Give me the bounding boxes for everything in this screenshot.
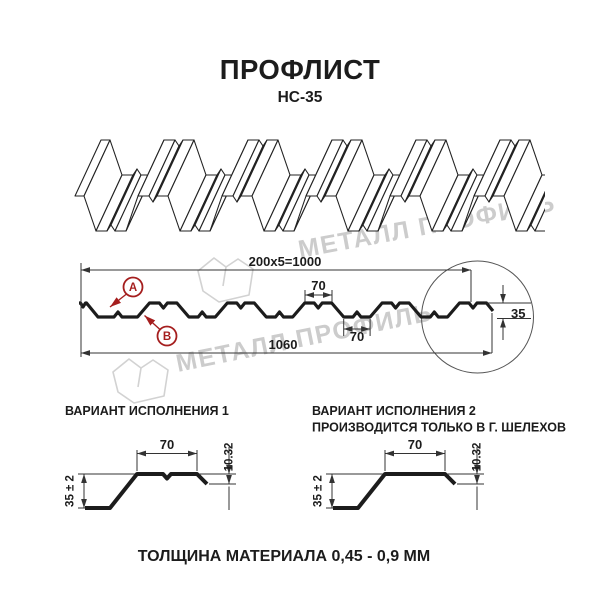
callout-a-leader [109, 293, 127, 308]
callout-a-label: A [129, 282, 137, 294]
callout-b-circle [156, 325, 178, 347]
variant-2-drawing: 70 35 ± 2 10.32 [313, 437, 484, 510]
variant-2-subtitle: ПРОИЗВОДИТСЯ ТОЛЬКО В Г. ШЕЛЕХОВ [312, 421, 566, 435]
cross-section-drawing: 200x5=1000 70 70 1060 35 A B [78, 254, 534, 374]
callout-b-label: B [163, 331, 171, 343]
variant-1-drawing: 70 35 ± 2 10.32 [65, 437, 236, 510]
dim-v2-edge-label: 10.32 [472, 443, 484, 472]
callout-a-circle [122, 276, 144, 298]
dim-rib-top-label: 70 [311, 278, 325, 293]
watermark-logo-lower [112, 358, 169, 404]
cross-section-profile [78, 301, 495, 319]
dim-rib-bottom-label: 70 [350, 329, 364, 344]
dim-v1-height-label: 35 ± 2 [65, 475, 77, 507]
watermark-logo-upper [197, 257, 254, 303]
dim-v1-edge-label: 10.32 [224, 443, 236, 472]
watermark-text-lower: МЕТАЛЛ ПРОФИЛЬ [174, 298, 436, 378]
variant-2-profile [333, 472, 457, 510]
profile-code: НС-35 [278, 89, 323, 106]
dim-v1-rib-label: 70 [160, 437, 174, 452]
dim-module-label: 200x5=1000 [249, 254, 322, 269]
dim-height-label: 35 [511, 306, 525, 321]
dim-v2-rib-label: 70 [408, 437, 422, 452]
callout-b-leader [144, 314, 161, 331]
dim-overall-label: 1060 [269, 337, 298, 352]
variant-1-profile [85, 472, 209, 510]
variant-1-title: ВАРИАНТ ИСПОЛНЕНИЯ 1 [65, 404, 229, 418]
material-thickness-note: ТОЛЩИНА МАТЕРИАЛА 0,45 - 0,9 ММ [138, 548, 430, 565]
variant-2-title: ВАРИАНТ ИСПОЛНЕНИЯ 2 [312, 404, 476, 418]
dim-v2-height-label: 35 ± 2 [313, 475, 325, 507]
sheet-3d-drawing [74, 139, 545, 232]
page-title: ПРОФЛИСТ [220, 54, 381, 85]
